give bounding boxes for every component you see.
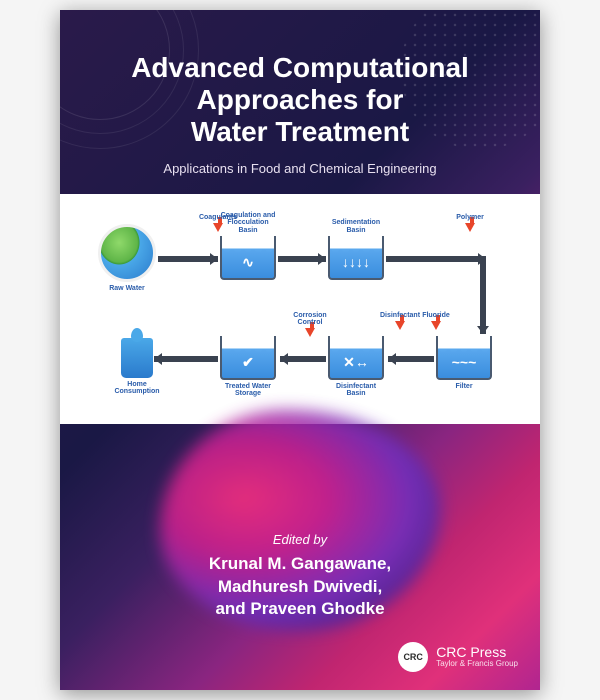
book-cover: Advanced Computational Approaches for Wa… xyxy=(60,10,540,690)
pipe-arrow xyxy=(388,356,434,362)
pipe-arrow xyxy=(278,256,326,262)
book-subtitle: Applications in Food and Chemical Engine… xyxy=(90,161,510,176)
circle-shape xyxy=(98,224,156,282)
node-label: Treated WaterStorage xyxy=(220,383,276,398)
tank-shape: ✔ xyxy=(220,336,276,380)
injection-point: Coagulants xyxy=(188,214,248,237)
editor-name: Madhuresh Dwivedi, xyxy=(90,576,510,599)
injection-label: Corrosion Control xyxy=(280,312,340,327)
publisher-tagline: Taylor & Francis Group xyxy=(436,660,518,669)
edited-by-label: Edited by xyxy=(90,532,510,547)
node-raw: Raw Water xyxy=(98,224,156,293)
injection-arrow-icon xyxy=(465,223,475,237)
publisher-name: CRC Press xyxy=(436,645,518,660)
node-sed: SedimentationBasin↓↓↓↓ xyxy=(328,234,384,283)
tank-icon: ↓↓↓↓ xyxy=(330,254,382,270)
node-label: HomeConsumption xyxy=(112,381,162,396)
book-title: Advanced Computational Approaches for Wa… xyxy=(90,52,510,149)
pipe-arrow xyxy=(480,262,486,334)
node-stor: ✔ Treated WaterStorage xyxy=(220,334,276,398)
node-label: SedimentationBasin xyxy=(328,219,384,234)
node-home: HomeConsumption xyxy=(112,332,162,396)
tank-icon: ✔ xyxy=(222,354,274,371)
node-coag: Coagulation andFlocculationBasin∿ xyxy=(220,234,276,283)
injection-arrow-icon xyxy=(305,328,315,342)
publisher-block: CRC CRC Press Taylor & Francis Group xyxy=(398,642,518,672)
cup-shape xyxy=(121,338,153,378)
node-disb: ✕↔ DisinfectantBasin xyxy=(328,334,384,398)
tank-shape: ~~~ xyxy=(436,336,492,380)
injection-label: Fluoride xyxy=(406,312,466,319)
publisher-text: CRC Press Taylor & Francis Group xyxy=(436,645,518,669)
node-label: Filter xyxy=(436,383,492,391)
injection-point: Fluoride xyxy=(406,312,466,335)
pipe-arrow xyxy=(280,356,326,362)
pipe-arrow xyxy=(154,356,218,362)
pipe-arrow xyxy=(386,256,486,262)
title-line: Water Treatment xyxy=(90,116,510,148)
process-diagram-band: Raw Water Coagulation andFlocculationBasi… xyxy=(60,194,540,424)
tank-icon: ✕↔ xyxy=(330,354,382,371)
injection-arrow-icon xyxy=(431,321,441,335)
injection-label: Coagulants xyxy=(188,214,248,221)
pipe-arrow xyxy=(158,256,218,262)
injection-point: Polymer xyxy=(440,214,500,237)
title-line: Approaches for xyxy=(90,84,510,116)
publisher-logo-icon: CRC xyxy=(398,642,428,672)
injection-point: Corrosion Control xyxy=(280,312,340,343)
tank-icon: ∿ xyxy=(222,254,274,271)
title-line: Advanced Computational xyxy=(90,52,510,84)
editor-name: Krunal M. Gangawane, xyxy=(90,553,510,576)
injection-arrow-icon xyxy=(395,321,405,335)
tank-icon: ~~~ xyxy=(438,354,490,370)
editor-name: and Praveen Ghodke xyxy=(90,598,510,621)
injection-label: Polymer xyxy=(440,214,500,221)
credits-block: Edited by Krunal M. Gangawane, Madhuresh… xyxy=(60,532,540,622)
header: Advanced Computational Approaches for Wa… xyxy=(60,10,540,194)
tank-shape: ↓↓↓↓ xyxy=(328,236,384,280)
water-treatment-flowchart: Raw Water Coagulation andFlocculationBasi… xyxy=(80,206,520,412)
node-label: Raw Water xyxy=(98,285,156,293)
tank-shape: ∿ xyxy=(220,236,276,280)
node-filt: ~~~ Filter xyxy=(436,334,492,391)
node-label: DisinfectantBasin xyxy=(328,383,384,398)
injection-arrow-icon xyxy=(213,223,223,237)
